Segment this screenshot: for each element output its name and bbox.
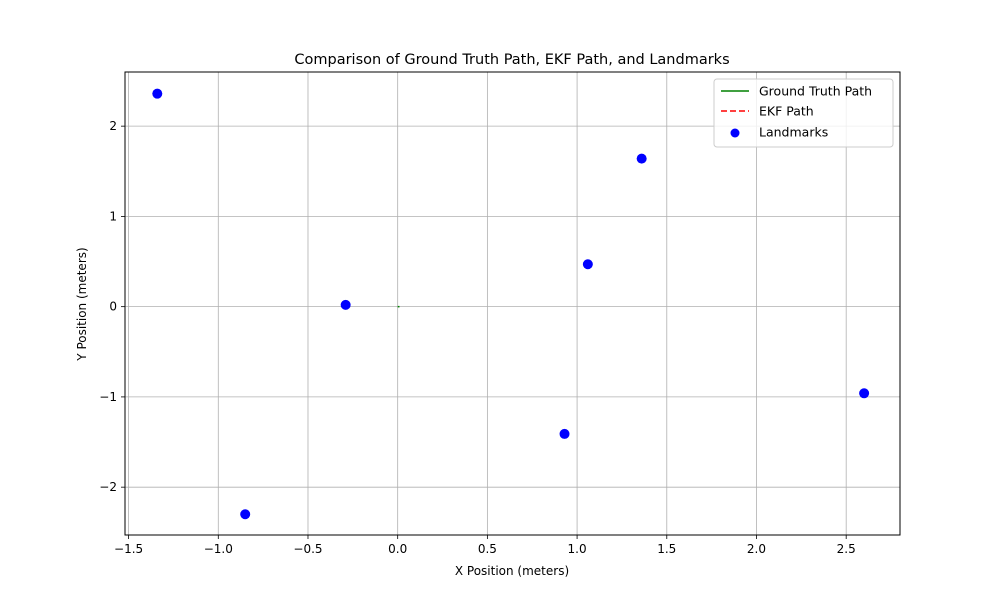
y-axis-label: Y Position (meters) (75, 247, 89, 361)
legend: Ground Truth Path EKF Path Landmarks (713, 78, 894, 148)
legend-box (713, 78, 894, 148)
legend-ground-truth-label: Ground Truth Path (759, 84, 872, 99)
x-tick-label: 2.5 (837, 542, 856, 556)
legend-ekf-label: EKF Path (759, 104, 814, 119)
x-tick-label: 0.5 (478, 542, 497, 556)
x-tick-label: −1.5 (114, 542, 143, 556)
ticks: −1.5 −1.0 −0.5 0.0 0.5 1.0 1.5 2.0 2.5 −2 −1 0 1 2 (99, 119, 855, 556)
x-tick-label: −1.0 (204, 542, 233, 556)
landmark-point (152, 88, 163, 99)
x-tick-label: 2.0 (747, 542, 766, 556)
legend-landmarks-label: Landmarks (759, 125, 828, 140)
landmark-point (582, 259, 593, 270)
landmark-point (240, 509, 251, 520)
landmark-point (340, 299, 351, 310)
y-tick-label: 1 (109, 209, 117, 223)
x-axis-label: X Position (meters) (455, 564, 569, 578)
legend-landmarks-swatch (730, 128, 740, 138)
x-tick-label: −0.5 (293, 542, 322, 556)
x-tick-label: 1.5 (657, 542, 676, 556)
grid (125, 72, 900, 535)
landmark-points (152, 88, 870, 520)
landmark-point (636, 153, 647, 164)
chart-title: Comparison of Ground Truth Path, EKF Pat… (294, 52, 729, 68)
landmark-point (859, 388, 870, 399)
x-tick-label: 1.0 (568, 542, 587, 556)
landmark-point (559, 428, 570, 439)
y-tick-label: −2 (99, 480, 117, 494)
y-tick-label: 2 (109, 119, 117, 133)
y-tick-label: 0 (109, 300, 117, 314)
y-tick-label: −1 (99, 390, 117, 404)
x-tick-label: 0.0 (388, 542, 407, 556)
plot-frame (124, 71, 901, 536)
